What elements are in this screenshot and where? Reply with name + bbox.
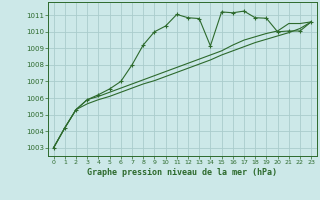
X-axis label: Graphe pression niveau de la mer (hPa): Graphe pression niveau de la mer (hPa)	[87, 168, 277, 177]
